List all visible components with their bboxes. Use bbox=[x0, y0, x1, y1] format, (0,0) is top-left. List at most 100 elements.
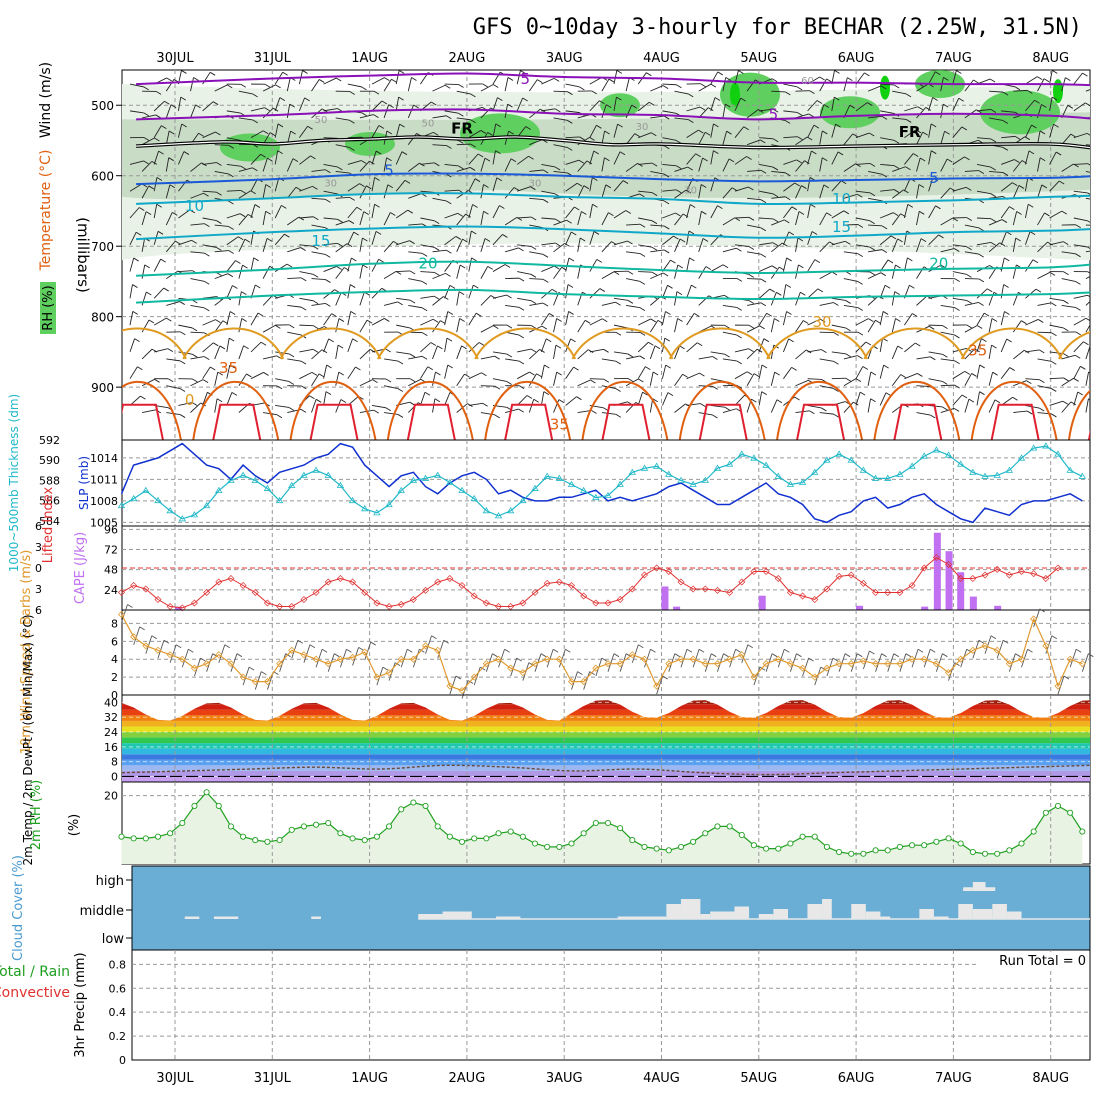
wind-barb bbox=[444, 364, 449, 379]
wind-barb-flag bbox=[881, 115, 888, 120]
wind-barb-flag bbox=[419, 648, 425, 653]
wind-barb-flag bbox=[930, 123, 937, 128]
wind-barb-flag bbox=[493, 325, 499, 330]
wind-barb bbox=[214, 273, 228, 280]
wind-barb bbox=[214, 84, 228, 92]
wind-barb bbox=[855, 318, 869, 326]
wind-barb bbox=[807, 259, 816, 272]
wind-barb-flag bbox=[748, 216, 755, 221]
wind-barb-flag bbox=[801, 185, 807, 189]
isotherm-line bbox=[386, 380, 474, 440]
wind-barbs bbox=[129, 70, 1090, 419]
wind-barb-flag bbox=[386, 157, 392, 162]
wind-barb bbox=[662, 212, 676, 219]
wind-barb-flag bbox=[819, 76, 825, 81]
wind-barb-flag bbox=[728, 158, 735, 163]
rh-point bbox=[179, 819, 186, 827]
wind-barb bbox=[638, 271, 653, 273]
wind-barb bbox=[565, 257, 570, 272]
wind-barb bbox=[262, 294, 274, 306]
wind-barb bbox=[911, 649, 919, 668]
thickness-tick-label: 584 bbox=[39, 515, 60, 528]
li-tick-label: 3 bbox=[35, 583, 42, 596]
wind-barb bbox=[831, 151, 839, 165]
wind-barb bbox=[710, 264, 724, 272]
wind-barb-flag bbox=[312, 348, 319, 353]
top-date-axis: 30JUL 31JUL 1AUG 2AUG 3AUG 4AUG 5AUG 6AUG 7AUG 8A… bbox=[156, 51, 1069, 66]
wind-barb-flag bbox=[978, 302, 984, 306]
wind-barb-flag bbox=[573, 366, 579, 371]
wind-barb-flag bbox=[979, 391, 985, 396]
wind-barb bbox=[323, 77, 337, 85]
wind-barb bbox=[226, 163, 241, 167]
lifted-index-point bbox=[677, 578, 685, 586]
wind-barb bbox=[335, 171, 350, 174]
wind-barb bbox=[613, 297, 628, 301]
wind-barb bbox=[347, 160, 362, 165]
wind-barb-flag bbox=[445, 272, 451, 277]
wind-barb-flag bbox=[853, 401, 859, 406]
wind-barb-flag bbox=[301, 277, 307, 282]
wind-barb bbox=[831, 180, 842, 192]
wind-barb bbox=[783, 110, 798, 113]
thickness-tick-label: 586 bbox=[39, 495, 60, 508]
temp-band bbox=[122, 748, 1090, 755]
wind-barb bbox=[577, 160, 588, 172]
cloud-bar-middle bbox=[865, 911, 881, 919]
wind-barb-flag bbox=[1087, 192, 1090, 195]
wind-barb-flag bbox=[651, 162, 658, 167]
wind-barb-flag bbox=[925, 107, 931, 111]
wind-tick-label: 6 bbox=[111, 635, 118, 648]
wind-barb bbox=[335, 243, 348, 253]
cloud-bar-middle bbox=[758, 914, 774, 919]
lifted-index-point bbox=[713, 586, 721, 594]
wind-barb-flag bbox=[579, 86, 585, 91]
wind-barb-flag bbox=[578, 159, 585, 164]
wind-barb-flag bbox=[958, 97, 964, 102]
wind-barb-flag bbox=[458, 112, 464, 117]
wind-barb bbox=[323, 163, 338, 168]
wind-barb-flag bbox=[255, 284, 261, 289]
wind-barb-flag bbox=[470, 119, 476, 124]
wind-barb bbox=[795, 211, 800, 226]
wind-barb bbox=[1085, 224, 1090, 226]
wind-barb bbox=[686, 129, 699, 139]
lifted-index-point bbox=[531, 589, 539, 596]
wind-barb-flag bbox=[518, 334, 525, 339]
wind-barb bbox=[891, 264, 896, 279]
wind-barb bbox=[335, 371, 340, 386]
rh-point bbox=[957, 840, 964, 847]
wind-barb-flag bbox=[432, 318, 439, 323]
wind-barb bbox=[1049, 241, 1064, 246]
wind-barb bbox=[468, 312, 477, 326]
wind-barb bbox=[504, 247, 519, 253]
wind-barb bbox=[432, 371, 436, 386]
wind-barb bbox=[1049, 324, 1064, 329]
wind-barb-flag bbox=[397, 388, 404, 392]
wind-barb-flag bbox=[990, 635, 997, 640]
wind-barb-flag bbox=[676, 291, 683, 295]
wind-barb-flag bbox=[487, 266, 493, 270]
wind-barb-flag bbox=[163, 287, 169, 292]
wind-barb bbox=[964, 302, 979, 306]
date-label-top: 30JUL bbox=[156, 51, 194, 66]
wind-speed-point bbox=[580, 678, 588, 686]
lifted-index-point bbox=[178, 604, 186, 612]
wind-barb-flag bbox=[543, 391, 550, 396]
wind-barb bbox=[226, 110, 241, 114]
wind-barb-flag bbox=[590, 379, 596, 384]
wind-barb-flag bbox=[826, 78, 832, 83]
wind-speed-point bbox=[871, 660, 880, 668]
rh-point bbox=[750, 842, 757, 849]
rh-point bbox=[641, 843, 648, 850]
rh-point bbox=[763, 845, 770, 852]
cape-bar bbox=[969, 596, 977, 610]
run-total-label: Run Total = 0 bbox=[999, 954, 1086, 969]
temp-band bbox=[122, 737, 1090, 744]
lifted-index-point bbox=[957, 575, 965, 582]
wind-barb bbox=[843, 378, 857, 387]
wind-barb bbox=[759, 265, 773, 272]
cloud-bar-middle bbox=[442, 911, 472, 919]
wind-barb bbox=[601, 358, 616, 362]
wind-barb bbox=[165, 157, 170, 172]
